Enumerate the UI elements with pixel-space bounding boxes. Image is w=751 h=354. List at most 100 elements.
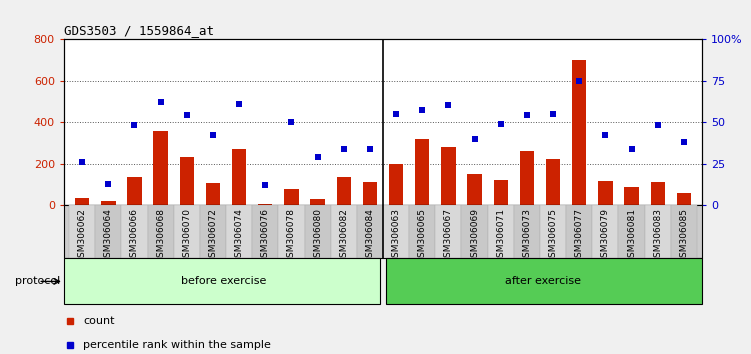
Bar (64, 258, 380, 304)
Bar (514, 205, 540, 258)
Point (390, 111, 402, 116)
Point (207, 133, 219, 138)
Bar (95, 205, 122, 258)
Bar (566, 205, 593, 258)
Text: GSM306085: GSM306085 (680, 208, 689, 263)
Text: GSM306063: GSM306063 (391, 208, 400, 263)
Text: count: count (83, 316, 114, 326)
Bar (624, 187, 639, 205)
Text: GSM306075: GSM306075 (548, 208, 557, 263)
Bar (671, 205, 697, 258)
Point (573, 78, 585, 83)
Point (442, 103, 454, 108)
Point (599, 133, 611, 138)
Point (312, 154, 324, 160)
Bar (386, 258, 702, 304)
Text: GDS3503 / 1559864_at: GDS3503 / 1559864_at (64, 24, 214, 37)
Bar (599, 181, 613, 205)
Point (102, 181, 114, 187)
Bar (409, 205, 436, 258)
Bar (127, 177, 142, 205)
Bar (232, 149, 246, 205)
Text: GSM306071: GSM306071 (496, 208, 505, 263)
Bar (284, 189, 299, 205)
Bar (101, 201, 116, 205)
Point (338, 146, 350, 152)
Text: GSM306068: GSM306068 (156, 208, 165, 263)
Text: GSM306082: GSM306082 (339, 208, 348, 263)
Point (259, 183, 271, 188)
Text: GSM306067: GSM306067 (444, 208, 453, 263)
Bar (173, 205, 200, 258)
Text: GSM306064: GSM306064 (104, 208, 113, 263)
Bar (75, 198, 89, 205)
Point (495, 121, 507, 127)
Bar (650, 182, 665, 205)
Text: GSM306080: GSM306080 (313, 208, 322, 263)
Bar (644, 205, 671, 258)
Text: GSM306074: GSM306074 (234, 208, 243, 263)
Bar (540, 205, 566, 258)
Text: GSM306084: GSM306084 (366, 208, 375, 263)
Bar (487, 205, 514, 258)
Point (155, 99, 167, 105)
Point (416, 108, 428, 113)
Text: GSM306083: GSM306083 (653, 208, 662, 263)
Bar (200, 205, 226, 258)
Bar (64, 205, 702, 258)
Text: GSM306072: GSM306072 (209, 208, 218, 263)
Bar (436, 205, 462, 258)
Bar (179, 158, 194, 205)
Text: GSM306073: GSM306073 (523, 208, 532, 263)
Bar (619, 205, 644, 258)
Point (233, 101, 245, 107)
Text: GSM306065: GSM306065 (418, 208, 427, 263)
Bar (69, 205, 95, 258)
Point (469, 136, 481, 142)
Bar (677, 193, 691, 205)
Bar (520, 151, 534, 205)
Text: GSM306062: GSM306062 (77, 208, 86, 263)
Bar (330, 205, 357, 258)
Point (547, 111, 559, 116)
Bar (383, 205, 409, 258)
Bar (415, 139, 430, 205)
Bar (389, 164, 403, 205)
Bar (279, 205, 304, 258)
Bar (122, 205, 147, 258)
Bar (363, 182, 377, 205)
Point (652, 122, 664, 128)
Text: protocol: protocol (15, 276, 60, 286)
Point (285, 119, 297, 125)
Bar (252, 205, 279, 258)
Bar (310, 199, 324, 205)
Text: GSM306078: GSM306078 (287, 208, 296, 263)
Bar (206, 183, 220, 205)
Text: after exercise: after exercise (505, 276, 581, 286)
Point (364, 146, 376, 152)
Text: before exercise: before exercise (181, 276, 266, 286)
Bar (572, 60, 587, 205)
Text: GSM306077: GSM306077 (575, 208, 584, 263)
Text: GSM306070: GSM306070 (182, 208, 192, 263)
Bar (336, 177, 351, 205)
Bar (226, 205, 252, 258)
Bar (147, 205, 173, 258)
Point (181, 113, 193, 118)
Point (128, 122, 140, 128)
Text: GSM306076: GSM306076 (261, 208, 270, 263)
Bar (153, 131, 167, 205)
Bar (258, 204, 273, 205)
Bar (357, 205, 383, 258)
Text: GSM306081: GSM306081 (627, 208, 636, 263)
Text: GSM306066: GSM306066 (130, 208, 139, 263)
Text: GSM306079: GSM306079 (601, 208, 610, 263)
Point (76, 159, 88, 165)
Text: percentile rank within the sample: percentile rank within the sample (83, 340, 271, 350)
Point (678, 139, 690, 145)
Text: GSM306069: GSM306069 (470, 208, 479, 263)
Point (521, 113, 533, 118)
Point (626, 146, 638, 152)
Bar (467, 174, 482, 205)
Bar (304, 205, 330, 258)
